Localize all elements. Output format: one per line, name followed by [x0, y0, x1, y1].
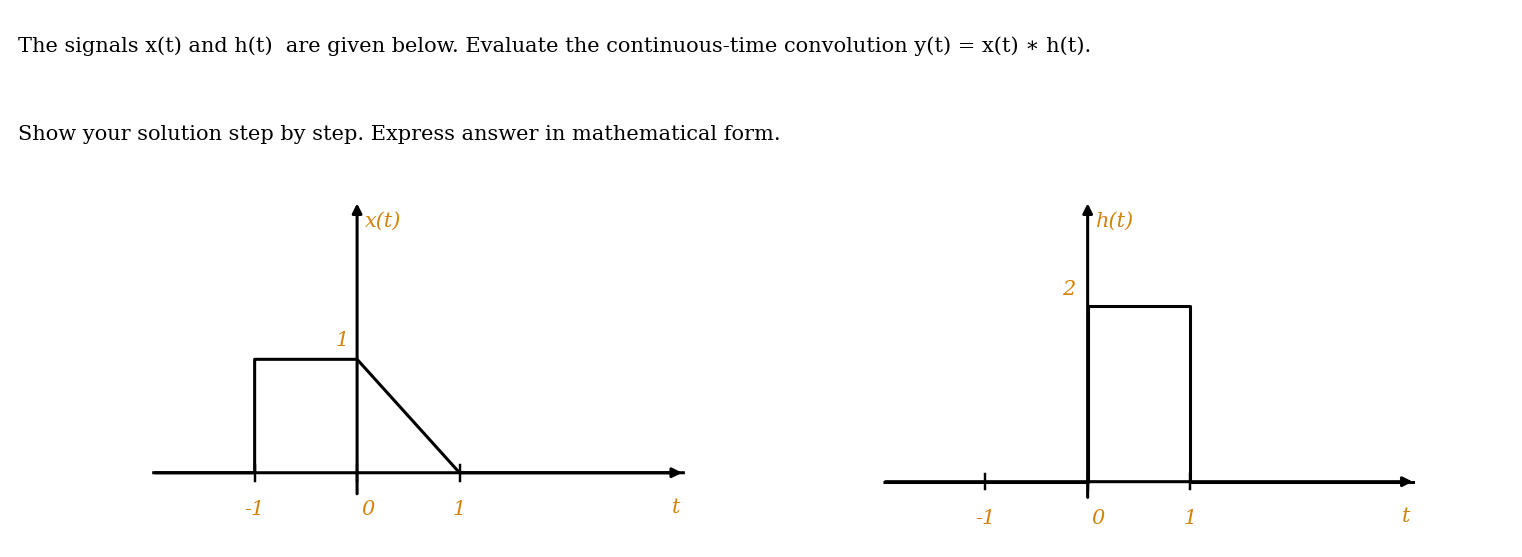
Text: 0: 0: [361, 500, 374, 519]
Text: 0: 0: [1091, 509, 1105, 528]
Text: 2: 2: [1062, 280, 1076, 299]
Text: 1: 1: [454, 500, 466, 519]
Text: 1: 1: [1184, 509, 1196, 528]
Text: -1: -1: [245, 500, 265, 519]
Text: -1: -1: [976, 509, 995, 528]
Text: 1: 1: [336, 331, 349, 350]
Text: x(t): x(t): [365, 212, 402, 231]
Text: Show your solution step by step. Express answer in mathematical form.: Show your solution step by step. Express…: [18, 125, 781, 144]
Text: The signals x(​t​) and h(​t​)  are given below. Evaluate the continuous‐time con: The signals x(​t​) and h(​t​) are given …: [18, 36, 1091, 56]
Text: h(t): h(t): [1096, 212, 1134, 231]
Text: t: t: [1402, 507, 1411, 526]
Text: t: t: [671, 498, 680, 517]
